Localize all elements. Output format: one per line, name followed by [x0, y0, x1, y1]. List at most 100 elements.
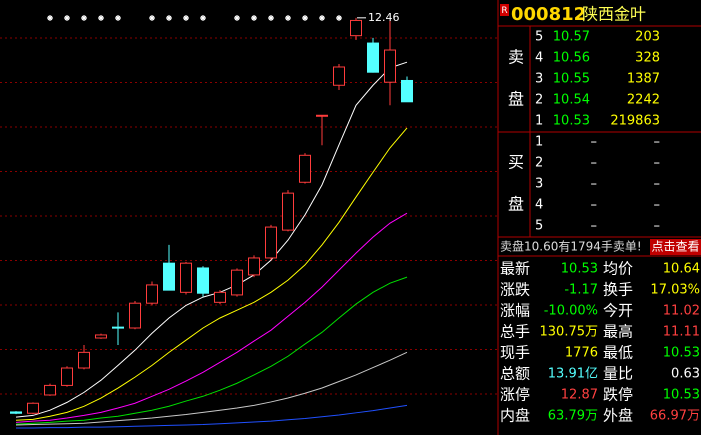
price-chart: 12.46 — [10, 11, 413, 429]
marker — [285, 15, 291, 21]
volume: 1387 — [627, 72, 660, 87]
stat-value: 11.02 — [663, 304, 700, 319]
moving-average-line — [15, 276, 408, 425]
candle-body — [197, 267, 209, 294]
max-label: 12.46 — [368, 11, 400, 24]
price: 10.56 — [553, 51, 590, 66]
candle-body — [78, 351, 90, 369]
candle-body — [214, 291, 226, 303]
stat-label: 最新 — [500, 260, 530, 278]
candle-body — [10, 411, 22, 414]
marker — [183, 15, 189, 21]
sell-label: 盘 — [508, 90, 524, 109]
stat-value: 1776 — [565, 346, 598, 361]
stat-label: 今开 — [603, 302, 633, 320]
quote-panel: R 000812 陕西金叶 卖 盘 买 盘 卖盘10.60有1794手卖单! 点… — [497, 0, 701, 435]
price: 10.55 — [553, 72, 590, 87]
level: 5 — [535, 30, 543, 45]
badge — [500, 4, 509, 16]
marker — [336, 15, 342, 21]
volume: – — [654, 219, 661, 234]
volume: 2242 — [627, 93, 660, 108]
marker — [319, 15, 325, 21]
marker — [166, 15, 172, 21]
stat-value: 17.03% — [650, 283, 700, 298]
volume: – — [654, 198, 661, 213]
stock-name: 陕西金叶 — [582, 5, 646, 24]
stat-value: 10.64 — [663, 262, 700, 277]
price: – — [591, 198, 598, 213]
moving-average-line — [15, 212, 408, 423]
stat-value: -1.17 — [564, 283, 598, 298]
price: – — [591, 156, 598, 171]
price: – — [591, 219, 598, 234]
price: – — [591, 177, 598, 192]
volume: – — [654, 135, 661, 150]
marker — [251, 15, 257, 21]
stat-label: 换手 — [603, 281, 633, 299]
moving-average-line — [15, 351, 408, 426]
price: 10.53 — [553, 114, 590, 129]
stat-label: 量比 — [603, 365, 633, 383]
stat-label: 最低 — [603, 344, 633, 362]
price: – — [591, 135, 598, 150]
stat-value: 13.91亿 — [548, 367, 598, 382]
marker — [98, 15, 104, 21]
stat-label: 涨幅 — [500, 302, 530, 320]
stat-value: 10.53 — [663, 388, 700, 403]
stat-label: 总额 — [500, 365, 530, 383]
level: 4 — [535, 51, 543, 66]
stat-label: 外盘 — [603, 407, 633, 425]
marker — [234, 15, 240, 21]
stat-value: 11.11 — [663, 325, 700, 340]
stat-label: 涨跌 — [500, 281, 530, 299]
volume: 203 — [635, 30, 660, 45]
level: 3 — [535, 72, 543, 87]
volume: 328 — [635, 51, 660, 66]
level: 2 — [535, 93, 543, 108]
candle-body — [129, 302, 141, 329]
stat-value: 130.75万 — [540, 325, 599, 340]
level: 1 — [535, 135, 543, 150]
candle-body — [146, 284, 158, 304]
candle-body — [265, 226, 277, 259]
level: 3 — [535, 177, 543, 192]
stat-value: 63.79万 — [548, 409, 598, 424]
moving-average-line — [16, 404, 408, 429]
marker — [81, 15, 87, 21]
candle-body — [180, 262, 192, 293]
volume: – — [654, 177, 661, 192]
volume: 219863 — [610, 114, 660, 129]
price: 10.54 — [553, 93, 590, 108]
stat-label: 现手 — [500, 344, 530, 362]
marker — [149, 15, 155, 21]
stat-value: 0.63 — [671, 367, 700, 382]
candle-body — [350, 19, 362, 37]
marker — [200, 15, 206, 21]
notice-button-text[interactable]: 点击查看 — [651, 240, 699, 254]
stat-value: 10.53 — [561, 262, 598, 277]
stat-label: 涨停 — [500, 386, 530, 404]
notice-button[interactable] — [650, 239, 701, 255]
candle-body — [163, 262, 175, 291]
candle-body — [316, 114, 328, 117]
stat-label: 最高 — [603, 323, 633, 341]
marker — [302, 15, 308, 21]
stat-value: -10.00% — [544, 304, 598, 319]
candle-body — [44, 384, 56, 396]
sell-label: 卖 — [508, 48, 524, 67]
candle-body — [112, 326, 124, 329]
marker — [64, 15, 70, 21]
marker — [47, 15, 53, 21]
stat-label: 均价 — [603, 260, 633, 278]
candle-body — [401, 79, 413, 103]
price: 10.57 — [553, 30, 590, 45]
candle-body — [367, 42, 379, 73]
stat-label: 内盘 — [500, 407, 530, 425]
moving-average-line — [15, 127, 408, 421]
marker — [115, 15, 121, 21]
level: 4 — [535, 198, 543, 213]
stat-value: 12.87 — [561, 388, 598, 403]
